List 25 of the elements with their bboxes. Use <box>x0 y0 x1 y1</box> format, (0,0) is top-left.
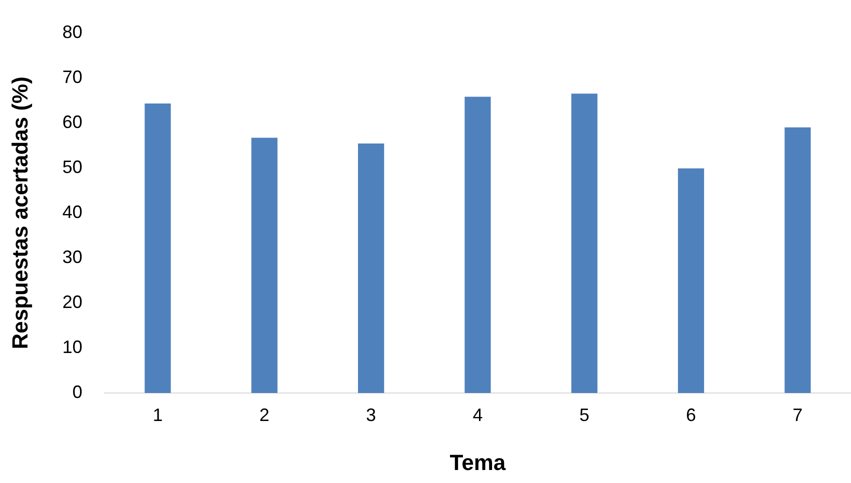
bar <box>358 144 384 393</box>
x-tick-label: 4 <box>472 404 483 425</box>
bar <box>678 168 704 393</box>
x-tick-label: 2 <box>259 404 270 425</box>
bar <box>144 103 171 393</box>
y-tick-label: 20 <box>62 292 82 312</box>
y-tick-label: 10 <box>62 336 82 357</box>
y-tick-label: 80 <box>62 22 82 42</box>
y-tick-label: 50 <box>62 156 82 177</box>
x-tick-label: 5 <box>579 404 590 425</box>
bar <box>464 96 491 393</box>
bar <box>571 94 598 393</box>
x-tick-label: 7 <box>792 404 803 425</box>
y-tick-label: 60 <box>62 112 82 132</box>
x-tick-label: 3 <box>366 404 376 425</box>
y-tick-label: 0 <box>72 382 82 402</box>
bar <box>784 127 811 393</box>
x-tick-label: 6 <box>686 404 696 425</box>
y-axis-title: Respuestas acertadas (%) <box>7 76 32 350</box>
x-tick-label: 1 <box>152 404 163 425</box>
y-tick-label: 30 <box>62 246 82 267</box>
y-tick-label: 40 <box>62 202 82 222</box>
y-tick-label: 70 <box>62 66 82 87</box>
bar <box>251 138 278 393</box>
x-axis-title: Tema <box>450 450 506 475</box>
